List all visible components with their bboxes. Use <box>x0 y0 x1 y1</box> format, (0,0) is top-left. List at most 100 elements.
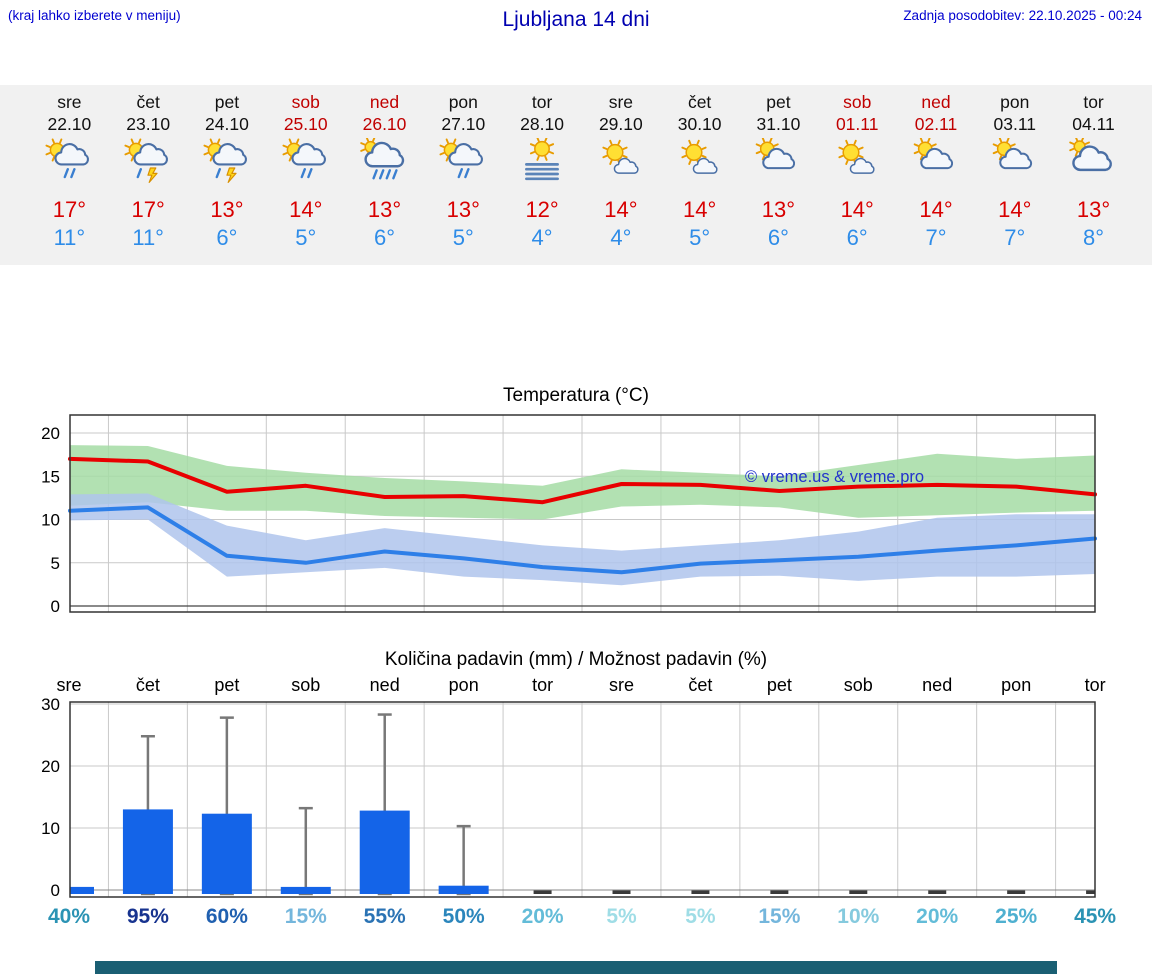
day-label: pet <box>214 675 239 695</box>
day-date: 27.10 <box>441 114 486 134</box>
forecast-day[interactable]: sob 25.10 14° 5° <box>266 91 345 265</box>
day-name: sre <box>57 92 82 112</box>
temp-chart-title: Temperatura (°C) <box>503 385 649 406</box>
precip-probability: 5% <box>685 905 716 928</box>
temperature-chart: 0 5 10 15 20 © vreme.us & vreme.pro <box>41 414 1097 616</box>
day-name: pet <box>766 92 791 112</box>
forecast-day[interactable]: pon 27.10 13° 5° <box>424 91 503 265</box>
forecast-day[interactable]: tor 04.11 13° 8° <box>1054 91 1133 265</box>
high-temp: 14° <box>998 197 1032 222</box>
day-label: čet <box>136 675 160 695</box>
weather-icon <box>345 136 424 190</box>
high-temp: 14° <box>840 197 874 222</box>
footer-bar <box>95 961 1057 974</box>
last-update: Zadnja posodobitev: 22.10.2025 - 00:24 <box>903 8 1142 23</box>
day-name: čet <box>687 92 712 112</box>
forecast-day[interactable]: sre 22.10 17° 11° <box>30 91 109 265</box>
high-temp: 13° <box>210 197 244 222</box>
day-name: sob <box>291 92 320 112</box>
forecast-day[interactable]: sob 01.11 14° 6° <box>818 91 897 265</box>
day-name: čet <box>136 92 160 112</box>
day-date: 03.11 <box>993 114 1037 134</box>
precip-bar-zero <box>612 890 631 894</box>
forecast-day[interactable]: sre 29.10 14° 4° <box>581 91 660 265</box>
day-name: tor <box>531 92 553 112</box>
day-date: 24.10 <box>205 114 249 134</box>
day-label: ned <box>370 675 400 695</box>
day-date: 30.10 <box>677 114 722 134</box>
high-temp: 14° <box>919 197 953 222</box>
precip-bar-zero <box>1007 890 1026 894</box>
day-label: čet <box>688 675 712 695</box>
y-tick-label: 15 <box>41 467 60 486</box>
forecast-day[interactable]: ned 26.10 13° 6° <box>345 91 424 265</box>
plot-frame <box>69 414 1096 613</box>
day-date: 26.10 <box>362 114 407 134</box>
precip-probability: 15% <box>758 905 800 928</box>
max-temp-line <box>68 456 1097 505</box>
day-label: ned <box>922 675 952 695</box>
day-date: 28.10 <box>520 114 564 134</box>
day-date: 29.10 <box>598 114 643 134</box>
weather-icon <box>739 137 818 190</box>
low-temp: 11° <box>132 225 164 250</box>
precip-probability: 10% <box>837 905 879 928</box>
y-tick-label: 20 <box>41 424 60 443</box>
day-name: ned <box>921 92 951 112</box>
high-temp: 12° <box>525 197 559 222</box>
weather-icon <box>30 138 109 190</box>
precip-probability: 20% <box>522 905 564 928</box>
weather-icon <box>424 138 503 190</box>
forecast-day[interactable]: tor 28.10 12° 4° <box>503 91 582 265</box>
day-label: sre <box>609 675 634 695</box>
day-date: 04.11 <box>1072 114 1115 134</box>
low-temp: 8° <box>1083 225 1105 250</box>
weather-icon <box>188 138 267 190</box>
day-date: 02.11 <box>914 114 958 134</box>
watermark: © vreme.us & vreme.pro <box>745 468 924 486</box>
day-date: 31.10 <box>756 114 801 134</box>
forecast-day[interactable]: pon 03.11 14° 7° <box>975 91 1054 265</box>
day-name: ned <box>369 92 400 112</box>
day-date: 01.11 <box>835 114 879 134</box>
forecast-day[interactable]: ned 02.11 14° 7° <box>897 91 976 265</box>
precip-probability: 95% <box>127 905 169 928</box>
low-temp: 5° <box>295 225 317 250</box>
high-temp: 14° <box>683 197 717 222</box>
low-temp: 4° <box>531 225 553 250</box>
precip-probability: 5% <box>606 905 637 928</box>
forecast-day[interactable]: pet 24.10 13° 6° <box>188 91 267 265</box>
precip-bar <box>70 886 94 894</box>
day-label: tor <box>1085 675 1106 695</box>
precipitation-chart: sre čet pet sob ned pon tor sre čet pet sob ned pon t… <box>41 675 1116 928</box>
precip-probability: 15% <box>285 905 327 928</box>
plot-frame <box>69 701 1096 898</box>
weather-icon <box>818 138 897 190</box>
day-name: pon <box>448 92 478 112</box>
precip-bar <box>438 885 489 894</box>
menu-hint: (kraj lahko izberete v meniju) <box>8 8 181 23</box>
precip-bar <box>201 813 252 894</box>
forecast-day[interactable]: čet 23.10 17° 11° <box>109 91 188 265</box>
precip-probability: 50% <box>443 905 485 928</box>
precip-bar-zero <box>849 890 868 894</box>
low-temp: 6° <box>216 225 238 250</box>
weather-icon <box>660 138 739 190</box>
low-temp: 4° <box>610 225 632 250</box>
y-tick-label: 0 <box>51 881 60 900</box>
y-tick-label: 30 <box>41 695 60 714</box>
precip-probability: 60% <box>206 905 248 928</box>
y-tick-label: 0 <box>51 597 60 616</box>
forecast-day[interactable]: pet 31.10 13° 6° <box>739 91 818 265</box>
weather-icon <box>503 136 582 190</box>
forecast-day[interactable]: čet 30.10 14° 5° <box>660 91 739 265</box>
precip-bar-zero <box>1086 890 1095 894</box>
high-temp: 13° <box>1076 197 1111 222</box>
day-date: 23.10 <box>126 114 171 134</box>
day-date: 25.10 <box>283 114 328 134</box>
high-temp: 14° <box>604 197 638 222</box>
y-tick-label: 10 <box>41 511 60 530</box>
precip-probability: 40% <box>48 905 90 928</box>
day-date: 22.10 <box>47 114 92 134</box>
